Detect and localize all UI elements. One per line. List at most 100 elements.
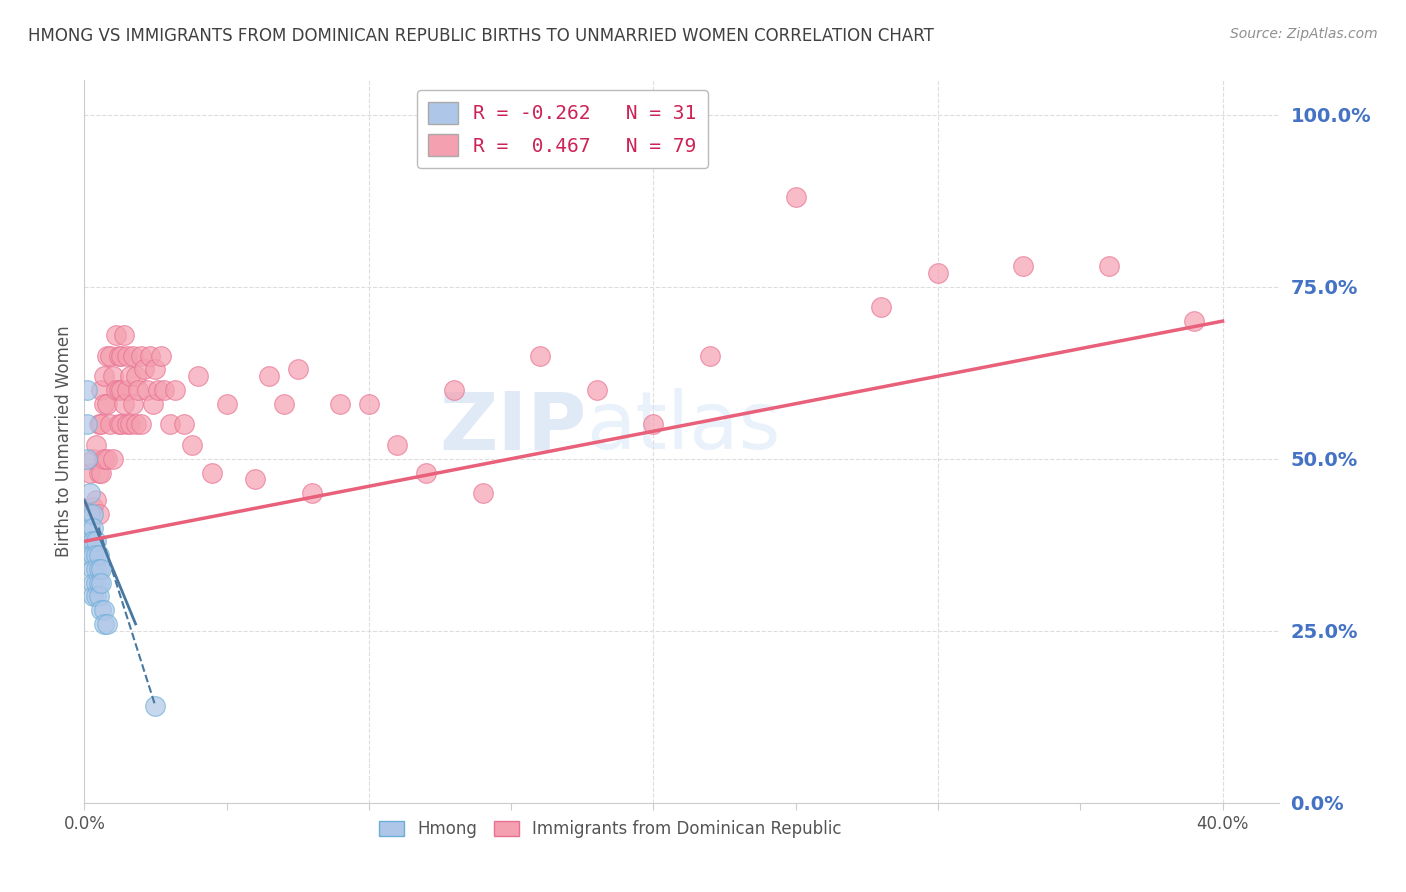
Point [107,349,129,363]
Point [471,486,494,500]
Point [93,369,115,384]
Point [90,575,112,590]
Point [84,534,107,549]
Point [329,397,352,411]
Text: atlas: atlas [586,388,780,467]
Point [159,417,181,432]
Point [82,562,104,576]
Point [79,534,101,549]
Point [1098,259,1121,273]
Point [150,349,173,363]
Point [87,466,110,480]
Point [145,362,167,376]
Point [96,451,118,466]
Point [84,575,107,590]
Point [76,451,98,466]
Point [139,349,162,363]
Point [82,520,104,534]
Point [90,603,112,617]
Point [112,397,135,411]
Point [79,520,101,534]
Point [82,590,104,604]
Point [273,397,295,411]
Point [84,493,107,508]
Point [387,438,409,452]
Point [87,575,110,590]
Point [110,417,132,432]
Point [643,417,665,432]
Point [142,397,165,411]
Point [1012,259,1035,273]
Point [1182,314,1205,328]
Point [84,590,107,604]
Point [870,301,893,315]
Point [90,383,112,397]
Point [357,397,380,411]
Point [82,575,104,590]
Point [82,534,104,549]
Point [96,397,118,411]
Point [107,417,129,432]
Point [529,349,551,363]
Point [84,438,107,452]
Point [181,438,204,452]
Point [98,417,121,432]
Point [259,369,281,384]
Point [87,590,110,604]
Point [82,451,104,466]
Point [79,548,101,562]
Point [104,383,127,397]
Point [415,466,437,480]
Point [129,349,152,363]
Point [187,369,209,384]
Point [215,397,238,411]
Point [118,369,141,384]
Point [87,417,110,432]
Point [585,383,607,397]
Legend: Hmong, Immigrants from Dominican Republic: Hmong, Immigrants from Dominican Republi… [373,814,848,845]
Point [118,417,141,432]
Point [93,603,115,617]
Point [243,472,266,486]
Point [785,190,807,204]
Point [82,500,104,514]
Point [93,616,115,631]
Point [165,383,187,397]
Point [101,451,124,466]
Point [79,486,101,500]
Point [82,507,104,521]
Point [93,451,115,466]
Point [87,507,110,521]
Point [699,349,721,363]
Point [201,466,224,480]
Point [76,383,98,397]
Point [443,383,465,397]
Point [173,417,195,432]
Point [110,349,132,363]
Point [90,466,112,480]
Y-axis label: Births to Unmarried Women: Births to Unmarried Women [55,326,73,558]
Point [927,266,949,280]
Point [93,397,115,411]
Point [79,507,101,521]
Point [87,562,110,576]
Point [107,383,129,397]
Point [148,383,170,397]
Point [79,466,101,480]
Point [96,349,118,363]
Point [121,397,143,411]
Point [115,349,138,363]
Point [76,417,98,432]
Point [115,417,138,432]
Point [153,383,176,397]
Point [124,369,146,384]
Point [104,327,127,342]
Text: HMONG VS IMMIGRANTS FROM DOMINICAN REPUBLIC BIRTHS TO UNMARRIED WOMEN CORRELATIO: HMONG VS IMMIGRANTS FROM DOMINICAN REPUB… [28,27,934,45]
Point [90,417,112,432]
Point [129,417,152,432]
Point [98,349,121,363]
Point [136,383,159,397]
Point [121,349,143,363]
Point [124,417,146,432]
Point [82,548,104,562]
